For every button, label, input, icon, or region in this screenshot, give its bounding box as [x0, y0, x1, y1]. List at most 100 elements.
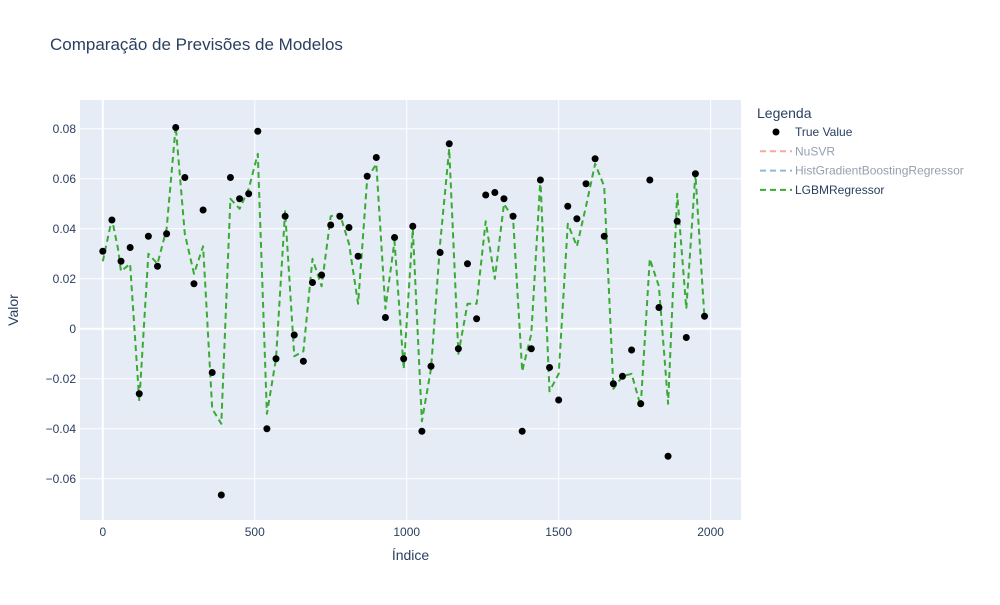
true-value-point[interactable]	[564, 202, 572, 210]
zero-lines	[80, 100, 741, 520]
true-value-point[interactable]	[600, 232, 608, 240]
legend-label: HistGradientBoostingRegressor	[795, 164, 964, 178]
true-value-point[interactable]	[336, 212, 344, 220]
true-value-point[interactable]	[217, 491, 225, 499]
y-tick-label: 0.08	[53, 122, 77, 136]
y-tick-label: 0	[69, 322, 76, 336]
y-tick-label: −0.06	[46, 472, 77, 486]
y-gridlines	[80, 128, 741, 480]
y-axis-title: Valor	[5, 294, 21, 326]
true-value-point[interactable]	[135, 390, 143, 398]
true-value-point[interactable]	[682, 334, 690, 341]
true-value-point[interactable]	[691, 170, 699, 178]
true-value-point[interactable]	[308, 279, 316, 286]
true-value-point[interactable]	[126, 244, 134, 251]
true-value-point[interactable]	[181, 174, 189, 181]
true-value-point[interactable]	[637, 400, 645, 408]
true-value-point[interactable]	[509, 212, 517, 220]
true-value-point[interactable]	[701, 312, 709, 320]
true-value-point[interactable]	[555, 396, 563, 404]
true-value-point[interactable]	[272, 355, 280, 363]
true-value-point[interactable]	[473, 315, 481, 323]
true-value-points	[99, 124, 709, 499]
true-value-point[interactable]	[391, 234, 399, 241]
x-tick-label: 1500	[545, 525, 572, 539]
true-value-point[interactable]	[281, 212, 289, 220]
true-value-point[interactable]	[582, 180, 590, 188]
true-value-point[interactable]	[345, 224, 353, 231]
x-tick-labels: 0 500 1000 1500 2000	[99, 525, 724, 539]
y-tick-label: 0.06	[53, 172, 77, 186]
true-value-point[interactable]	[372, 154, 380, 161]
true-value-point[interactable]	[409, 222, 417, 230]
true-value-point[interactable]	[536, 176, 544, 184]
true-value-point[interactable]	[400, 355, 408, 363]
true-value-point[interactable]	[318, 271, 326, 279]
true-value-point[interactable]	[664, 452, 672, 460]
true-value-point[interactable]	[673, 217, 681, 225]
true-value-point[interactable]	[117, 257, 125, 265]
true-value-point[interactable]	[144, 232, 152, 240]
y-tick-label: −0.04	[46, 422, 77, 436]
true-value-point[interactable]	[546, 364, 554, 371]
true-value-point[interactable]	[172, 124, 180, 131]
x-tick-label: 1000	[393, 525, 420, 539]
series-layer	[99, 124, 709, 499]
true-value-point[interactable]	[527, 345, 535, 353]
legend-item[interactable]: HistGradientBoostingRegressor	[760, 164, 964, 178]
legend-label: NuSVR	[795, 144, 835, 158]
legend-item[interactable]: NuSVR	[760, 144, 835, 158]
x-tick-label: 2000	[697, 525, 724, 539]
true-value-point[interactable]	[208, 369, 216, 376]
y-tick-label: −0.02	[46, 372, 77, 386]
true-value-point[interactable]	[500, 195, 508, 203]
true-value-point[interactable]	[327, 221, 335, 229]
true-value-point[interactable]	[454, 345, 462, 353]
true-value-point[interactable]	[573, 215, 581, 223]
true-value-point[interactable]	[163, 230, 171, 238]
true-value-point[interactable]	[108, 216, 116, 224]
true-value-point[interactable]	[363, 172, 371, 180]
y-tick-labels: −0.06 −0.04 −0.02 0 0.02 0.04 0.06 0.08	[46, 122, 77, 486]
true-value-point[interactable]	[436, 249, 444, 256]
true-value-point[interactable]	[518, 427, 526, 435]
true-value-point[interactable]	[190, 280, 198, 288]
true-value-point[interactable]	[655, 304, 663, 311]
true-value-point[interactable]	[254, 127, 262, 135]
true-value-point[interactable]	[153, 262, 161, 270]
true-value-point[interactable]	[245, 190, 253, 198]
true-value-point[interactable]	[299, 357, 307, 365]
true-value-point[interactable]	[591, 155, 599, 163]
true-value-point[interactable]	[618, 372, 626, 380]
legend-item[interactable]: LGBMRegressor	[760, 183, 884, 197]
true-value-point[interactable]	[354, 252, 362, 260]
lgbmregressor-line[interactable]	[101, 125, 706, 425]
true-value-point[interactable]	[463, 260, 471, 268]
true-value-point[interactable]	[491, 189, 499, 196]
true-value-point[interactable]	[418, 427, 426, 435]
legend-label: True Value	[795, 125, 853, 139]
true-value-point[interactable]	[628, 346, 636, 354]
legend-items[interactable]: True Value NuSVR HistGradientBoostingRegre…	[760, 125, 964, 197]
true-value-point[interactable]	[290, 331, 298, 339]
true-value-point[interactable]	[427, 362, 435, 370]
true-value-point[interactable]	[482, 191, 490, 199]
x-tick-label: 0	[99, 525, 106, 539]
true-value-point[interactable]	[263, 425, 271, 433]
y-tick-label: 0.02	[53, 272, 77, 286]
legend[interactable]: Legenda True Value NuSVR HistGradientBoost…	[757, 105, 964, 197]
x-tick-label: 500	[245, 525, 265, 539]
true-value-point[interactable]	[236, 195, 244, 203]
true-value-point[interactable]	[199, 206, 207, 214]
chart-title: Comparação de Previsões de Modelos	[50, 35, 343, 54]
true-value-point[interactable]	[609, 380, 617, 388]
true-value-point[interactable]	[445, 140, 453, 148]
true-value-point[interactable]	[381, 314, 389, 321]
x-gridlines	[254, 100, 712, 520]
true-value-point[interactable]	[226, 174, 234, 181]
true-value-point[interactable]	[99, 247, 107, 255]
legend-item[interactable]: True Value	[772, 125, 853, 139]
true-value-point[interactable]	[646, 176, 654, 184]
plot-background[interactable]	[80, 100, 741, 520]
